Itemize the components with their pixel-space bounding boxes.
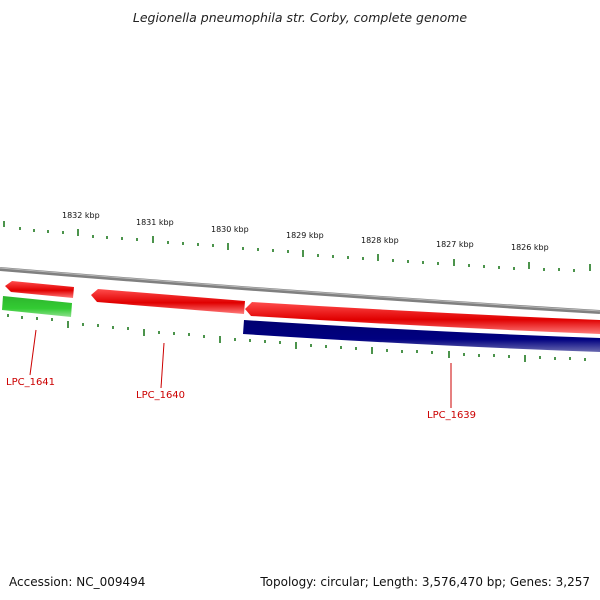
gene-label[interactable]: LPC_1640 — [136, 390, 185, 401]
genome-summary-text: Topology: circular; Length: 3,576,470 bp… — [260, 575, 590, 589]
kbp-label: 1827 kbp — [436, 240, 474, 249]
gene-label[interactable]: LPC_1639 — [427, 410, 476, 421]
accession-text: Accession: NC_009494 — [9, 575, 146, 589]
kbp-label: 1832 kbp — [62, 211, 100, 220]
genome-backbone — [0, 267, 600, 314]
genome-backbone-highlight — [0, 267, 600, 312]
gene-block-lpc-1641[interactable] — [2, 296, 72, 317]
gene-label-leader — [160, 342, 165, 389]
gene-label[interactable]: LPC_1641 — [6, 377, 55, 388]
gene-block-reverse[interactable] — [243, 320, 600, 352]
gene-label-leader — [29, 329, 37, 376]
gene-arrow-lpc-1640[interactable] — [91, 289, 245, 314]
gene-arrow-lpc-1639[interactable] — [245, 302, 600, 334]
kbp-label: 1831 kbp — [136, 218, 174, 227]
map-title: Legionella pneumophila str. Corby, compl… — [132, 10, 468, 25]
kbp-label: 1829 kbp — [286, 231, 324, 240]
outer-tick-ring — [3, 221, 591, 272]
gene-arrow-lpc-1641-partner[interactable] — [5, 281, 74, 298]
kbp-label: 1826 kbp — [511, 243, 549, 252]
kbp-label: 1828 kbp — [361, 236, 399, 245]
kbp-label: 1830 kbp — [211, 225, 249, 234]
inner-tick-ring — [7, 314, 586, 362]
